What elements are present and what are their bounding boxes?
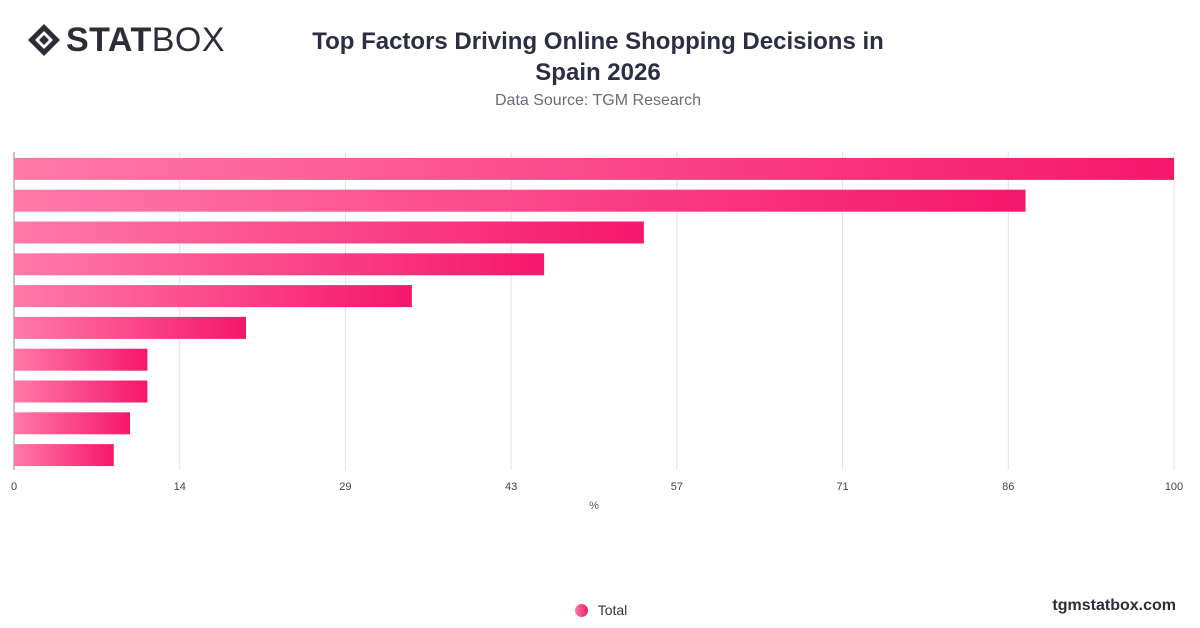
x-tick-label: 100 — [1165, 481, 1183, 493]
legend[interactable]: Total — [0, 602, 1200, 618]
bar-chart: 0 14 29 43 57 71 86 100 % — [11, 152, 1183, 512]
bar[interactable] — [14, 380, 148, 403]
logo-text: STATBOX — [66, 22, 225, 58]
legend-label: Total — [597, 602, 628, 618]
x-tick-label: 57 — [671, 481, 683, 493]
bar[interactable] — [14, 285, 412, 308]
legend-marker — [574, 603, 588, 617]
bars — [14, 157, 1174, 467]
statbox-logo: STATBOX — [26, 22, 225, 58]
bar[interactable] — [14, 189, 1026, 212]
statbox-diamond-icon — [28, 24, 60, 56]
bar[interactable] — [14, 221, 644, 244]
x-axis-label: % — [589, 500, 599, 512]
bar[interactable] — [14, 412, 130, 435]
chart-subtitle: Data Source: TGM Research — [494, 92, 701, 109]
x-tick-label: 71 — [836, 481, 848, 493]
bar[interactable] — [14, 253, 545, 276]
logo-text-light: BOX — [151, 21, 226, 59]
x-axis-ticks: 0 14 29 43 57 71 86 100 — [11, 481, 1183, 493]
bar[interactable] — [14, 444, 114, 467]
logo-text-bold: STAT — [66, 21, 152, 59]
x-tick-label: 0 — [11, 481, 17, 493]
bar[interactable] — [14, 316, 246, 339]
bar[interactable] — [14, 348, 148, 371]
x-tick-label: 43 — [505, 481, 517, 493]
chart-title: Top Factors Driving Online Shopping Deci… — [312, 28, 884, 86]
bar[interactable] — [14, 157, 1174, 180]
website-label: tgmstatbox.com — [1052, 597, 1176, 614]
x-tick-label: 86 — [1002, 481, 1014, 493]
x-tick-label: 14 — [174, 481, 186, 493]
x-tick-label: 29 — [339, 481, 351, 493]
